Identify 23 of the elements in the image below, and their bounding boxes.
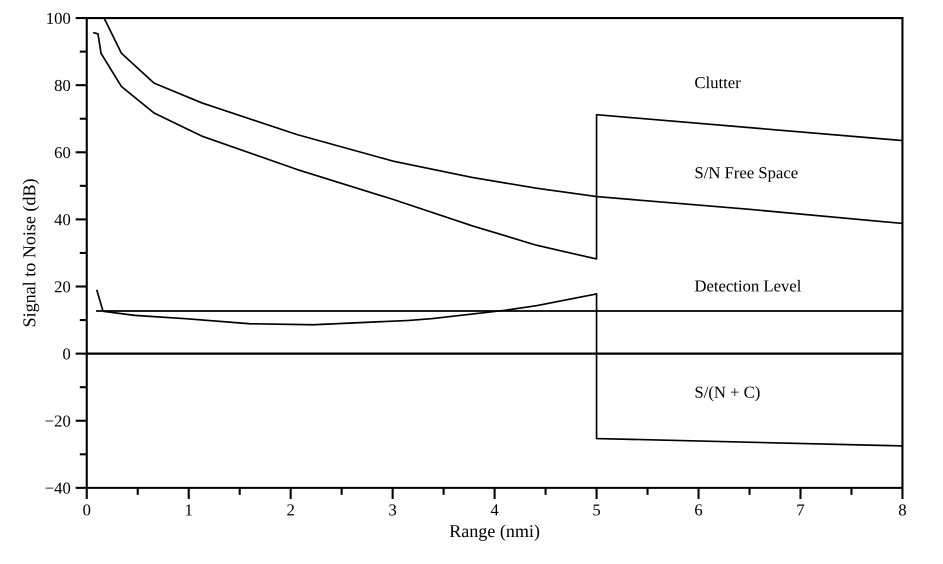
y-tick-label: 60 <box>54 146 70 158</box>
text: Clutter <box>695 76 741 88</box>
x-tick-label: 5 <box>593 504 600 516</box>
text: S/(N + C) <box>696 386 760 402</box>
y-tick-label: 0 <box>63 348 70 360</box>
y-tick-label: 100 <box>47 12 70 24</box>
y-tick-label: 20 <box>54 281 70 292</box>
y-tick-label: 80 <box>54 80 70 92</box>
x-tick-label: 8 <box>898 504 906 516</box>
x-axis-title: Range (nmi) <box>450 524 540 541</box>
y-tick-label: −40 <box>46 482 70 494</box>
series-label: Detection Level <box>694 280 802 292</box>
x-tick-label: 7 <box>797 504 804 516</box>
x-tick-label: 0 <box>83 504 90 516</box>
series-label: S/N Free Space <box>696 167 798 182</box>
x-tick-label: 2 <box>287 504 294 516</box>
x-tick-label: 4 <box>490 504 499 516</box>
x-tick-label: 3 <box>389 504 396 516</box>
x-tick-label: 1 <box>186 504 192 516</box>
y-tick-label: 40 <box>54 214 70 226</box>
x-tick-label: 6 <box>695 504 702 516</box>
y-axis-title: Signal to Noise (dB) <box>22 179 40 326</box>
y-tick-label: −20 <box>46 415 70 427</box>
